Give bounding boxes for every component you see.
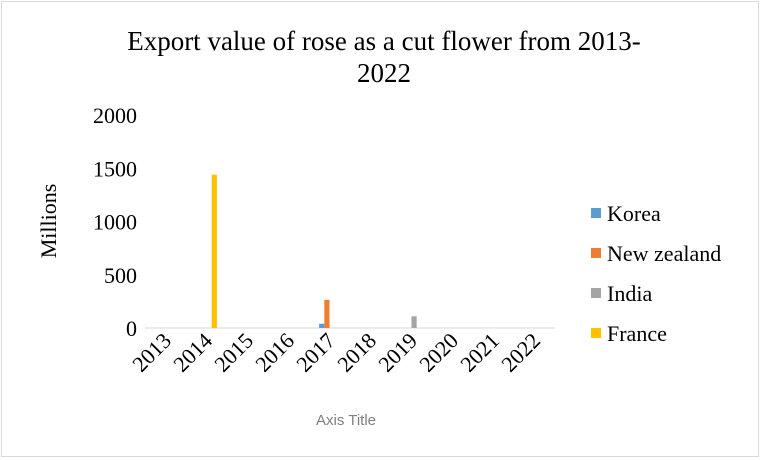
- y-tick-label: 1000: [93, 210, 137, 235]
- legend-label-india: India: [607, 281, 652, 306]
- y-tick-label: 1500: [93, 156, 137, 181]
- x-tick-label: 2021: [455, 328, 504, 377]
- bar-india-2019: [411, 316, 417, 328]
- bar-france-2014: [211, 174, 217, 328]
- y-axis-title: Millions: [36, 184, 61, 259]
- bar-new-zealand-2017: [324, 299, 330, 328]
- legend-label-new-zealand: New zealand: [607, 241, 721, 266]
- y-tick-label: 0: [126, 316, 137, 341]
- legend-swatch-new-zealand: [591, 248, 601, 258]
- y-tick-label: 500: [104, 263, 137, 288]
- legend-swatch-france: [591, 328, 601, 338]
- legend-label-korea: Korea: [607, 201, 661, 226]
- legend: Korea New zealand India France: [591, 201, 721, 346]
- x-tick-label: 2017: [291, 328, 340, 377]
- legend-label-france: France: [607, 321, 667, 346]
- plot-area: 0500100015002000201320142015201620172018…: [93, 103, 555, 377]
- x-tick-label: 2022: [496, 328, 545, 377]
- legend-swatch-korea: [591, 208, 601, 218]
- x-tick-label: 2014: [168, 328, 217, 377]
- chart-title-line-1: Export value of rose as a cut flower fro…: [127, 26, 641, 56]
- x-axis-title: Axis Title: [316, 412, 376, 429]
- x-tick-label: 2015: [209, 328, 258, 377]
- chart-title-line-2: 2022: [357, 58, 411, 88]
- x-tick-label: 2016: [250, 328, 299, 377]
- x-tick-label: 2019: [373, 328, 422, 377]
- bar-korea-2017: [319, 323, 325, 328]
- x-tick-label: 2020: [414, 328, 463, 377]
- legend-swatch-india: [591, 288, 601, 298]
- y-tick-label: 2000: [93, 103, 137, 128]
- x-tick-label: 2018: [332, 328, 381, 377]
